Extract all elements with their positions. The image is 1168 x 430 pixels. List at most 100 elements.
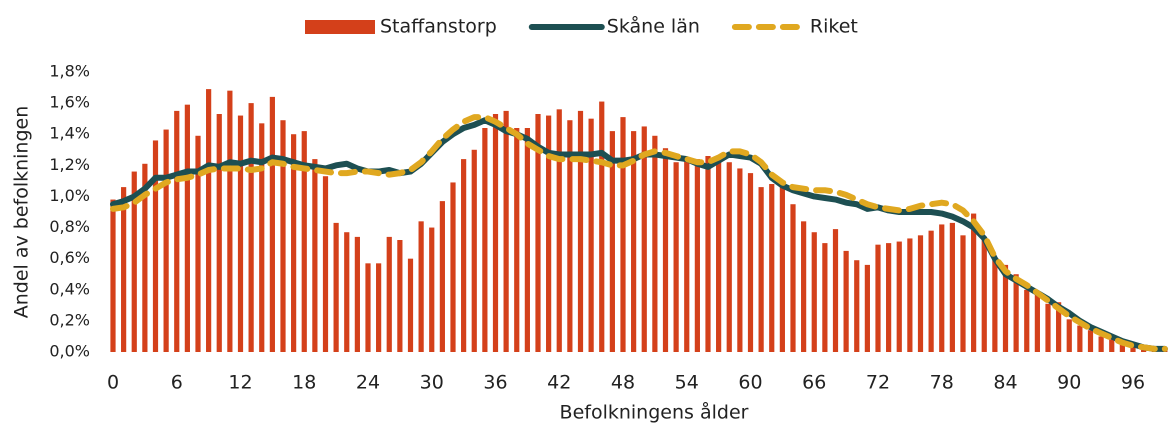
bar xyxy=(737,168,743,352)
bar xyxy=(301,131,307,352)
bar xyxy=(546,115,552,352)
bar xyxy=(992,258,998,352)
bar xyxy=(163,129,169,352)
bar xyxy=(577,110,584,352)
bar xyxy=(195,135,201,352)
y-tick-label: 0,4% xyxy=(49,279,90,298)
y-tick-label: 0,0% xyxy=(49,342,90,361)
bar xyxy=(312,159,318,352)
bar xyxy=(503,110,509,352)
bar xyxy=(907,238,913,352)
bar xyxy=(206,89,212,352)
bar xyxy=(1130,344,1136,352)
bar xyxy=(376,263,382,352)
bar xyxy=(365,263,371,352)
x-tick-label: 54 xyxy=(675,372,699,394)
bar xyxy=(418,221,424,352)
bar xyxy=(886,243,892,352)
bar xyxy=(291,134,297,352)
legend-label: Skåne län xyxy=(607,15,700,38)
bar xyxy=(705,156,711,352)
bar xyxy=(142,163,148,352)
bar xyxy=(716,160,722,352)
bar xyxy=(429,227,435,352)
x-tick-label: 24 xyxy=(356,372,380,394)
bar xyxy=(471,149,477,352)
bar xyxy=(556,109,562,352)
bar xyxy=(407,258,414,352)
bar xyxy=(344,232,350,352)
bar xyxy=(609,131,615,352)
bar xyxy=(216,114,222,352)
bar xyxy=(1056,302,1062,352)
bar xyxy=(875,244,881,352)
bar xyxy=(620,117,626,352)
bar xyxy=(1024,289,1030,352)
bar xyxy=(1034,294,1040,352)
bar xyxy=(673,162,679,352)
y-tick-label: 1,2% xyxy=(49,155,90,174)
x-tick-label: 66 xyxy=(802,372,826,394)
bar xyxy=(524,128,530,352)
bar xyxy=(450,182,456,352)
bar xyxy=(1045,303,1051,352)
x-tick-label: 72 xyxy=(866,372,890,394)
y-tick-label: 1,6% xyxy=(49,93,90,112)
y-axis-title: Andel av befolkningen xyxy=(11,106,33,319)
line-series xyxy=(110,114,1168,352)
bar xyxy=(227,90,233,353)
y-tick-label: 0,8% xyxy=(49,217,90,236)
bar xyxy=(864,264,870,352)
bar xyxy=(333,222,339,352)
bar xyxy=(801,221,807,352)
bar xyxy=(822,243,828,352)
x-tick-label: 90 xyxy=(1057,372,1081,394)
bar xyxy=(960,235,966,352)
bar xyxy=(482,128,488,352)
bar xyxy=(1087,330,1094,352)
x-tick-label: 96 xyxy=(1121,372,1145,394)
bar xyxy=(652,135,658,352)
y-tick-label: 0,6% xyxy=(49,248,90,267)
bar xyxy=(694,159,700,352)
bar xyxy=(492,114,499,352)
legend-swatch xyxy=(305,20,375,34)
bar xyxy=(588,118,594,353)
bar xyxy=(684,159,690,352)
bar xyxy=(928,230,934,352)
bar xyxy=(631,131,637,352)
bar xyxy=(747,173,754,352)
x-tick-label: 0 xyxy=(107,372,119,394)
y-tick-label: 1,0% xyxy=(49,186,90,205)
bar xyxy=(981,236,987,352)
bar xyxy=(1002,264,1009,352)
x-tick-label: 48 xyxy=(611,372,635,394)
bar xyxy=(779,187,785,352)
bar xyxy=(121,187,127,352)
bar xyxy=(259,123,265,352)
bar xyxy=(854,260,860,352)
bar xyxy=(237,115,244,352)
bar xyxy=(386,236,392,352)
bar xyxy=(152,140,159,352)
bar xyxy=(769,184,775,352)
y-tick-label: 0,2% xyxy=(49,310,90,329)
x-tick-label: 6 xyxy=(171,372,183,394)
bar xyxy=(1098,336,1104,352)
bar xyxy=(917,235,924,352)
legend-label: Staffanstorp xyxy=(380,16,497,38)
bar xyxy=(662,148,669,352)
bar xyxy=(110,199,116,352)
x-tick-label: 60 xyxy=(738,372,762,394)
bar xyxy=(354,236,360,352)
bar xyxy=(1077,325,1083,352)
x-tick-label: 84 xyxy=(993,372,1017,394)
bar xyxy=(641,126,647,352)
bar xyxy=(939,224,945,352)
x-tick-label: 30 xyxy=(420,372,444,394)
bar xyxy=(439,201,445,352)
bar xyxy=(1109,339,1115,352)
bar xyxy=(535,114,541,352)
bar xyxy=(131,171,137,352)
